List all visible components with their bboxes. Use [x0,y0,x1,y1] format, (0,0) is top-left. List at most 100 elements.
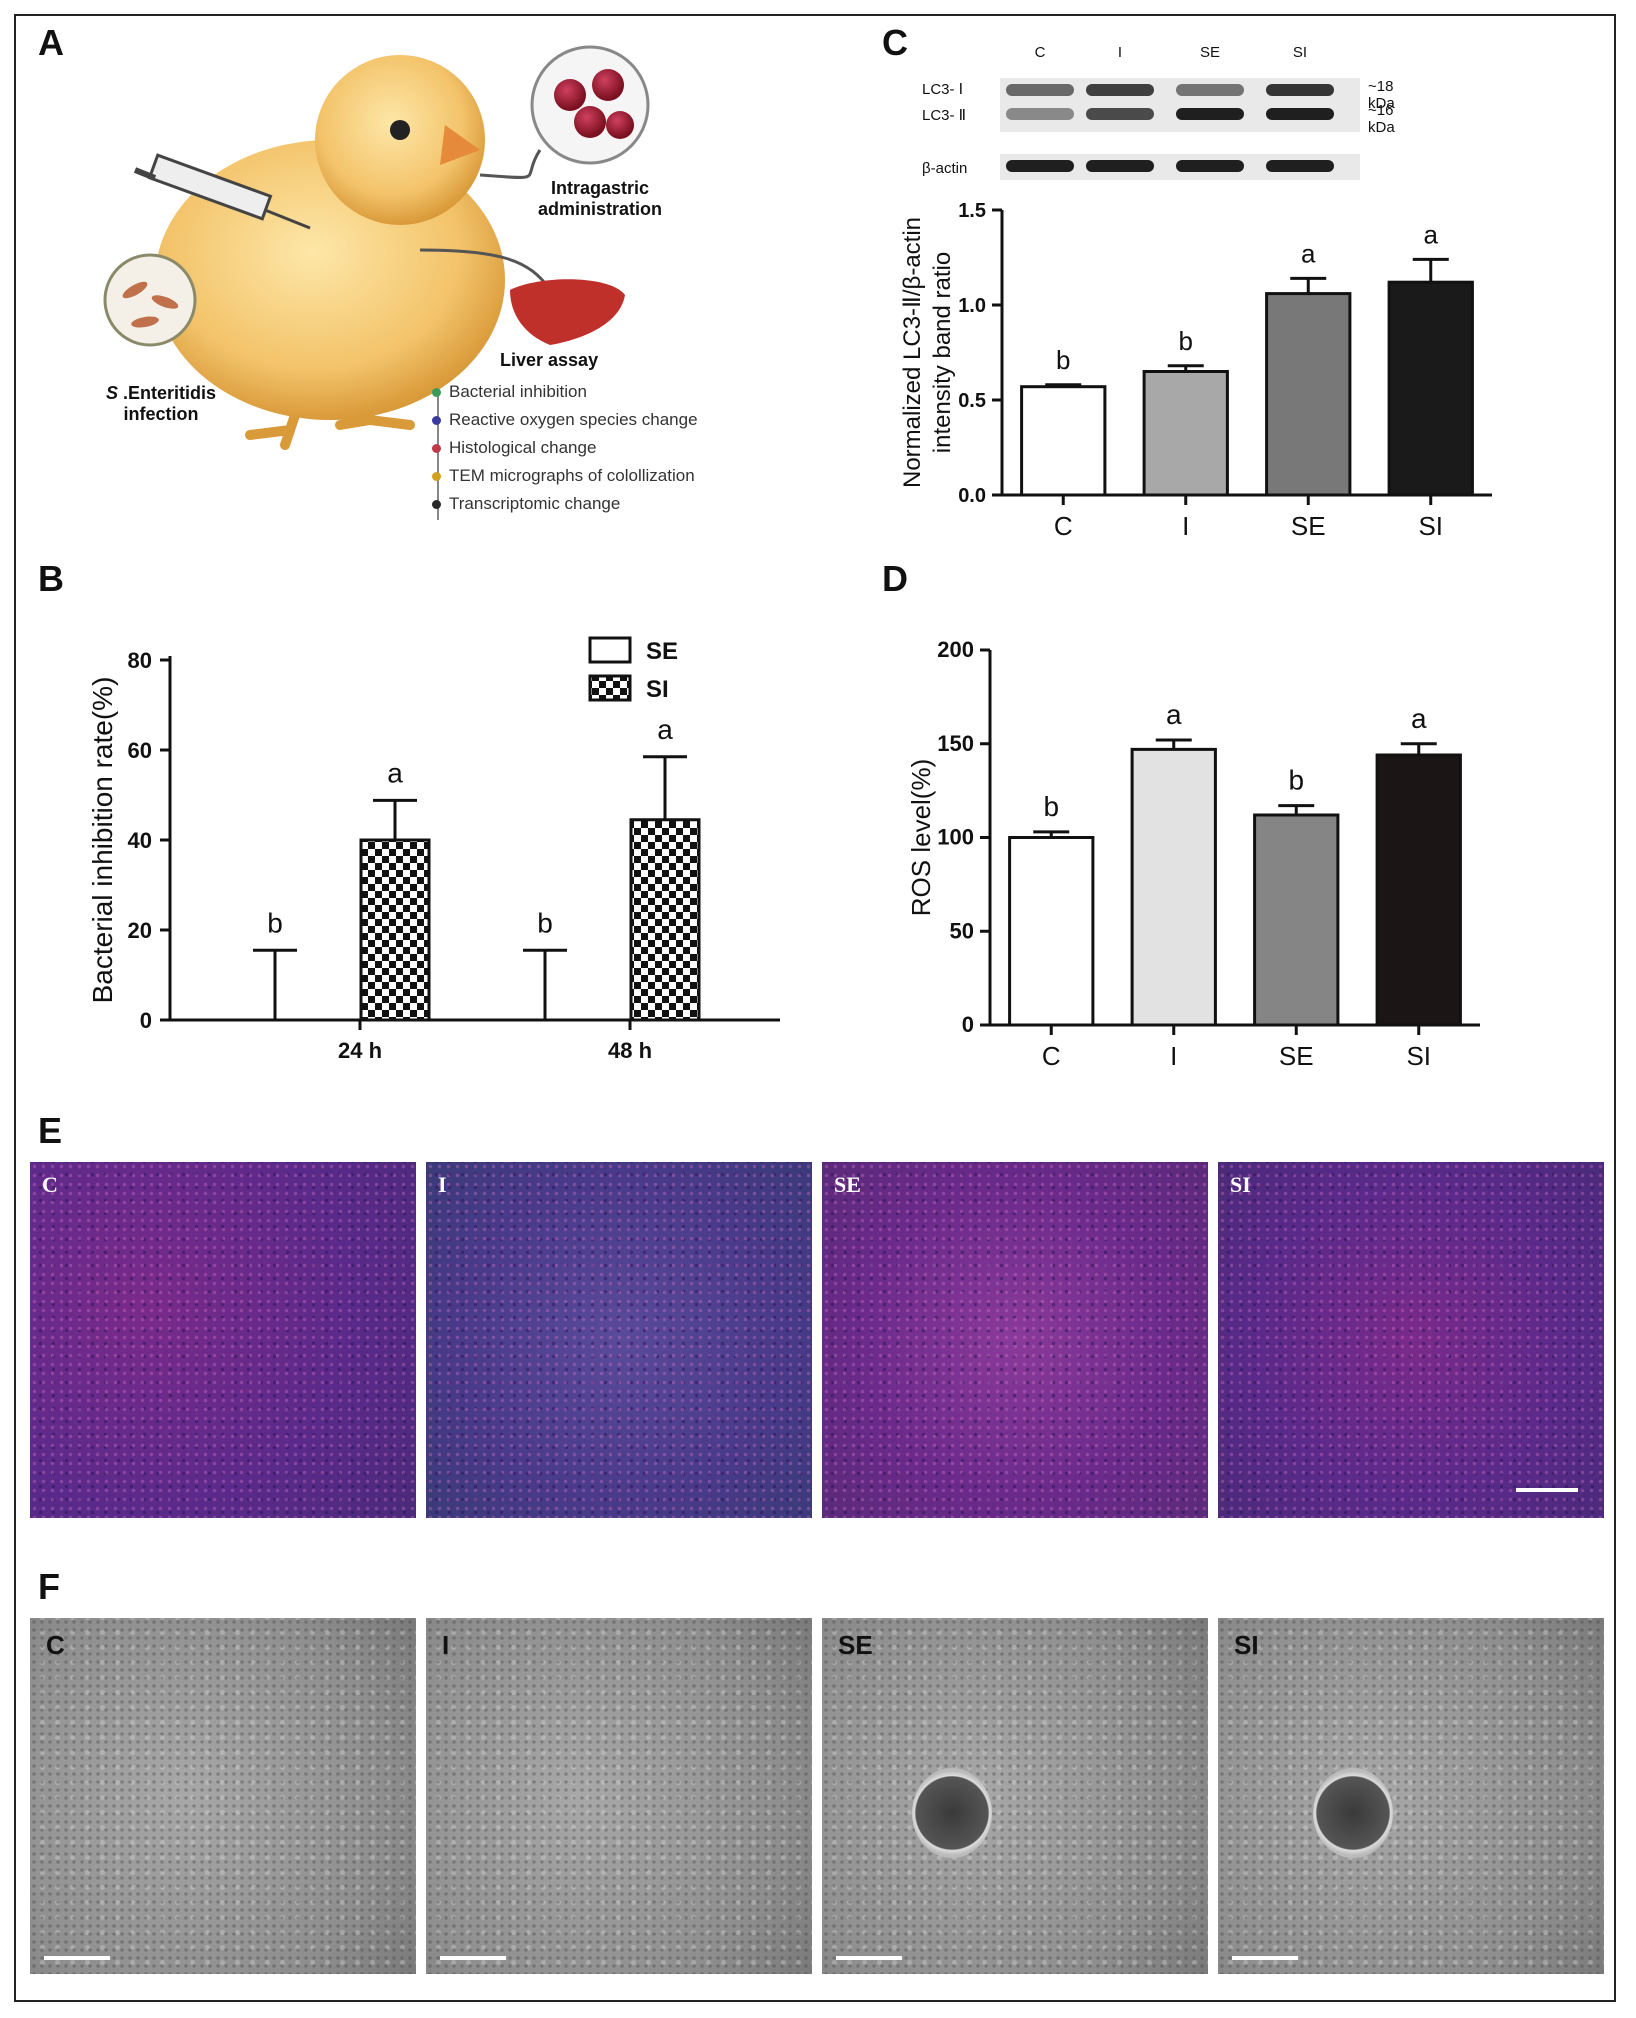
y-tick-label: 0 [962,1012,974,1037]
actin-band [1176,160,1244,172]
bar-si [1375,753,1462,1027]
bar-i [1142,370,1229,497]
assay-label: TEM micrographs of colollization [449,466,695,485]
bar-c [1020,385,1107,497]
scale-bar [836,1956,902,1960]
y-tick-label: 1.0 [958,295,986,317]
significance-letter: b [267,907,283,938]
tem-image-i: I [426,1618,812,1974]
chart-d: 0 50 100 150 200 Cb Ia SE b SI a ROS level(%) [906,637,1480,1071]
x-tick-label: SI [1418,511,1443,541]
x-tick-label: 24 h [338,1038,382,1063]
tem-label: SI [1234,1630,1259,1660]
bacteria-vacuole [1313,1768,1393,1858]
x-tick-label: C [1042,1041,1061,1071]
x-tick-label: I [1182,511,1189,541]
scale-bar [440,1956,506,1960]
y-axis-label: Bacterial inhibition rate(%) [87,677,118,1004]
blot-lane-label: I [1117,44,1123,61]
actin-band [1006,160,1074,172]
legend-label: SE [646,638,678,665]
size-16kda: ~16 kDa [1368,102,1395,136]
y-tick-label: 40 [128,828,152,853]
actin-band [1086,160,1154,172]
assay-label: Histological change [449,438,597,457]
histology-label: SI [1230,1172,1251,1197]
y-tick-label: 100 [937,825,974,850]
histology-label: I [438,1172,447,1197]
significance-letter: a [1166,699,1182,730]
blot-row-label: LC3- Ⅱ [922,107,967,124]
figure-frame [14,14,1616,2002]
panel-letter-e: E [38,1110,63,1151]
lc3-ii-band [1266,108,1334,120]
lc3-i-band [1266,84,1334,96]
significance-letter: b [1043,791,1059,822]
arrow-to-liver [419,248,552,291]
blot-lane-label: C [1034,44,1046,61]
western-blot: C I SE SI LC3- Ⅰ LC3- Ⅱ β-actin ~18 kDa ~16 k… [922,44,1420,186]
assay-label: Reactive oxygen species change [449,410,698,429]
significance-letter: a [657,714,673,745]
assay-label: Bacterial inhibition [449,382,587,401]
bar-i [1130,747,1217,1027]
x-tick-label: SI [1406,1041,1431,1071]
infection-label: S .Enteritidis infection [86,383,236,425]
tem-texture [426,1618,812,1974]
liver-icon [510,279,625,345]
significance-letter: a [1301,238,1316,268]
size-18kda: ~18 kDa [1368,78,1395,112]
y-tick-label: 50 [950,918,974,943]
actin-band [1266,160,1334,172]
x-tick-label: 48 h [608,1038,652,1063]
bar-se [1265,292,1352,497]
assay-item: TEM micrographs of colollization [432,462,698,490]
y-tick-label: 200 [937,637,974,662]
lc3-i-band [1176,84,1244,96]
x-tick-label: C [1054,511,1073,541]
assay-item: Transcriptomic change [432,490,698,518]
histology-image-si: SI [1218,1162,1604,1518]
histology-image-i: I [426,1162,812,1518]
y-axis-label: intensity band ratio [929,252,956,453]
significance-letter: a [1424,219,1439,249]
chart-c: 0.0 0.5 1.0 1.5 Cb Ib SE a SI a Normalized LC3-Ⅱ/β… [899,200,1492,541]
infection-line-2: infection [123,404,199,424]
chick-eye [390,120,410,140]
blot-row-label: LC3- Ⅰ [922,81,964,98]
bar-si [359,838,431,1022]
blot-lane-label: SE [1199,44,1220,61]
assay-dot [432,415,441,425]
histology-texture [822,1162,1208,1518]
histology-texture [30,1162,416,1518]
intragastric-label: Intragastric administration [510,178,690,220]
legend-label: SI [646,676,669,703]
tem-label: C [46,1630,65,1660]
significance-letter: a [387,757,403,788]
legend-swatch [588,636,632,664]
bar-si [629,818,701,1022]
y-tick-label: 80 [128,648,152,673]
tem-texture [1218,1618,1604,1974]
y-tick-label: 1.5 [958,200,986,222]
scale-bar [1516,1488,1578,1492]
assay-dot [432,471,441,481]
chick-beak [440,125,480,165]
liver-assay-label: Liver assay [500,350,599,370]
panel-letter-f: F [38,1566,60,1607]
tem-label: SE [838,1630,873,1660]
tem-image-se: SE [822,1618,1208,1974]
assay-list: Bacterial inhibition Reactive oxygen spec… [432,378,698,518]
histology-texture [426,1162,812,1518]
y-tick-label: 0 [140,1008,152,1033]
panel-a-illustration [103,45,650,520]
y-tick-label: 20 [128,918,152,943]
assay-item: Reactive oxygen species change [432,406,698,434]
x-tick-label: I [1170,1041,1177,1071]
histology-texture [1218,1162,1604,1518]
y-axis-label: ROS level(%) [906,759,936,916]
significance-letter: b [1288,765,1304,796]
infection-species-letter: S [105,383,118,403]
scale-bar [1232,1956,1298,1960]
intragastric-line-2: administration [537,199,662,219]
